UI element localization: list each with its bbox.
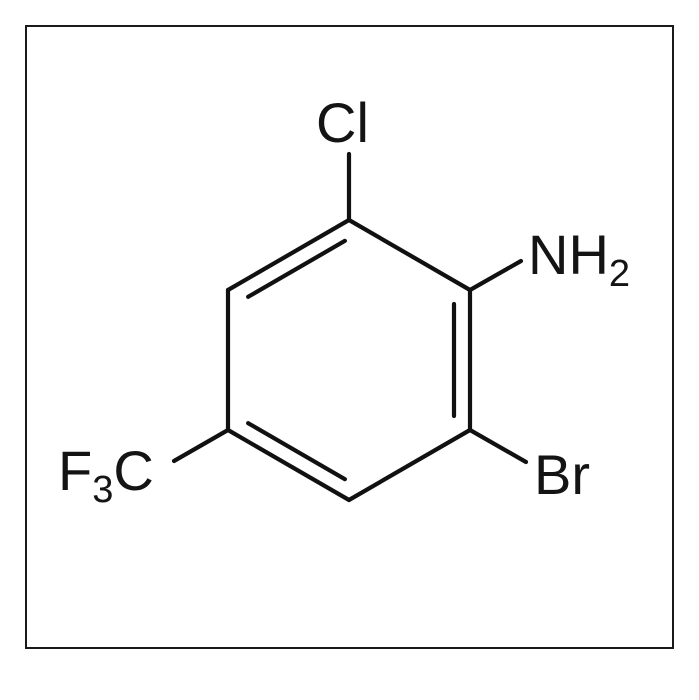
label-br-text: Br: [534, 443, 590, 506]
label-cf3-f: F: [58, 439, 92, 502]
label-nh2-sub: 2: [609, 253, 630, 295]
canvas: Cl NH2 Br F3C: [0, 0, 699, 700]
label-cf3: F3C: [58, 438, 154, 503]
label-cf3-c: C: [113, 439, 153, 502]
label-br: Br: [534, 442, 590, 507]
label-cl: Cl: [316, 90, 369, 155]
label-cl-text: Cl: [316, 91, 369, 154]
label-nh2-prefix: NH: [528, 223, 609, 286]
label-cf3-sub: 3: [92, 469, 113, 511]
label-nh2: NH2: [528, 222, 630, 287]
